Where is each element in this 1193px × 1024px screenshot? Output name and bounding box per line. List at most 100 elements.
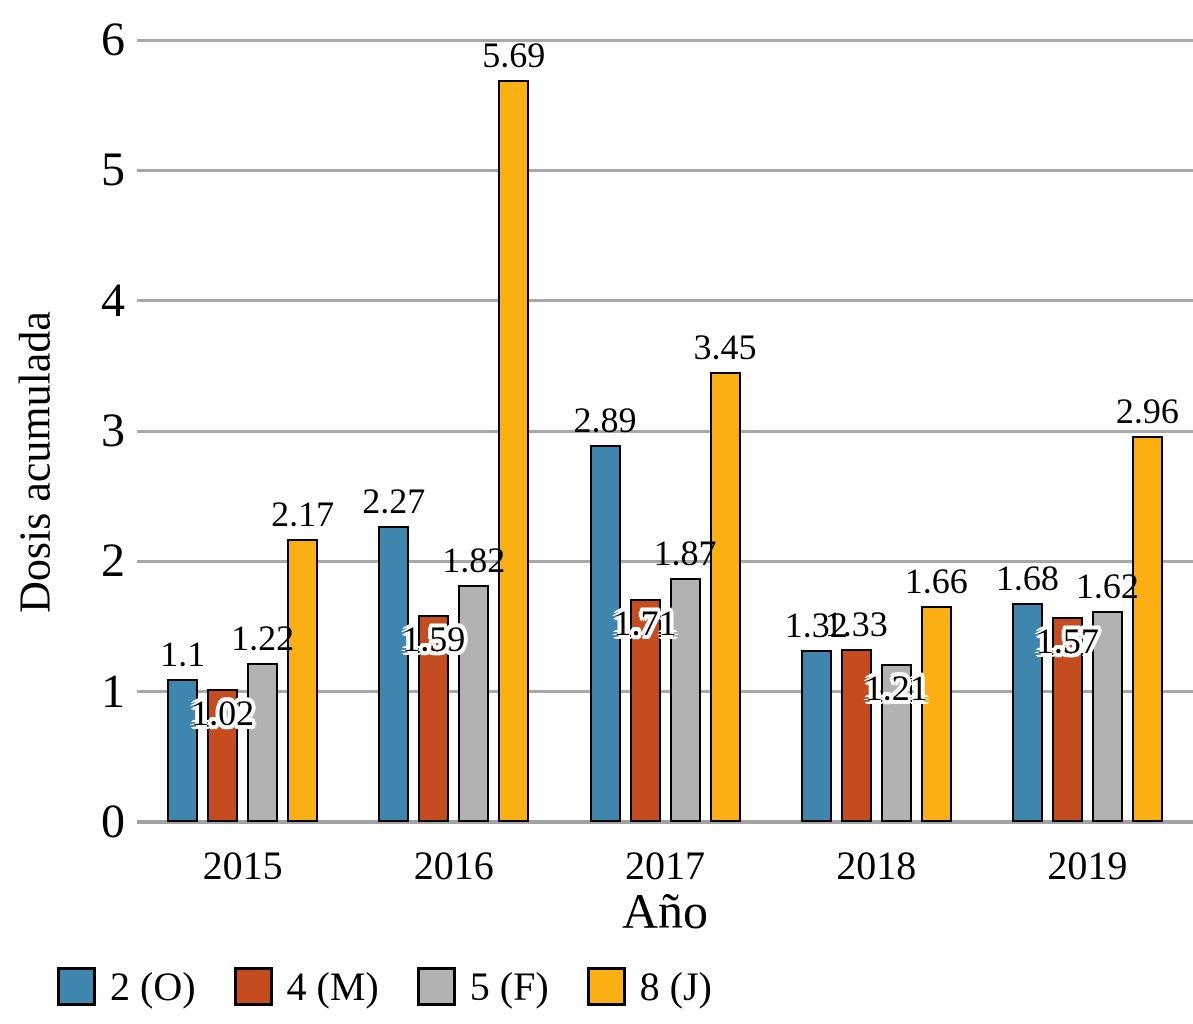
- legend-item-8J: 8 (J): [586, 963, 712, 1010]
- bar-slot-4M-2017: 1.71: [614, 40, 677, 822]
- bar-slot-8J-2017: 3.45: [694, 40, 757, 822]
- x-axis-title: Año: [621, 883, 709, 939]
- bar-8J-2016: [498, 80, 530, 822]
- bar-value-label-5F-2017: 1.87: [653, 533, 717, 574]
- bar-value-label-5F-2016: 1.82: [442, 539, 506, 580]
- bar-group-2018: 1.32 1.33 1.21 1.66 2018: [771, 40, 982, 888]
- bar-value-label-4M-2018: 1.33: [824, 603, 888, 644]
- gridline-6: [137, 38, 1193, 42]
- bar-slot-4M-2015: 1.02: [191, 40, 254, 822]
- bar-4M-2016: [418, 614, 450, 822]
- x-tick-label-2018: 2018: [836, 843, 917, 888]
- bar-2O-2016: [378, 526, 410, 822]
- y-tick-label-1: 1: [101, 664, 125, 718]
- bars-row-2017: 2.89 1.71 1.87 3.45: [559, 40, 770, 822]
- bar-value-label-8J-2019: 2.96: [1115, 391, 1179, 432]
- bar-value-label-5F-2015: 1.22: [231, 618, 295, 658]
- y-tick-label-4: 4: [101, 273, 125, 327]
- bar-value-label-4M-2016: 1.59: [402, 618, 466, 659]
- gridline-1: [137, 690, 1193, 694]
- x-tick-label-2019: 2019: [1047, 843, 1128, 888]
- gridline-3: [137, 429, 1193, 433]
- bar-2O-2015: [167, 678, 199, 822]
- bar-8J-2018: [920, 605, 952, 822]
- x-tick-label-2015: 2015: [202, 843, 283, 888]
- bar-slot-5F-2017: 1.87: [654, 40, 717, 822]
- bar-slot-4M-2016: 1.59: [402, 40, 465, 822]
- bar-slot-8J-2016: 5.69: [482, 35, 545, 822]
- bar-4M-2019: [1051, 617, 1083, 822]
- bars-row-2015: 1.1 1.02 1.22 2.17: [137, 40, 348, 822]
- bar-2O-2017: [589, 445, 621, 822]
- bars-row-2019: 1.68 1.57 1.62 2.96: [982, 40, 1193, 822]
- legend-swatch-5F: [416, 967, 456, 1006]
- x-tick-label-2017: 2017: [625, 843, 705, 888]
- bar-value-label-8J-2017: 3.45: [693, 327, 757, 368]
- bar-slot-2O-2017: 2.89: [574, 40, 637, 822]
- bar-value-label-2O-2019: 1.68: [995, 558, 1059, 599]
- gridline-4: [137, 299, 1193, 303]
- bar-5F-2017: [669, 578, 701, 822]
- legend-swatch-8J: [586, 967, 626, 1006]
- bar-value-label-4M-2015: 1.02: [191, 693, 255, 734]
- bar-groups-container: 1.1 1.02 1.22 2.17 2015 2.27 1.59 1.82 5.69 2016 2…: [137, 35, 1193, 888]
- y-tick-label-3: 3: [101, 404, 125, 457]
- legend-label-8J: 8 (J): [639, 964, 712, 1009]
- bar-slot-2O-2019: 1.68: [996, 40, 1059, 822]
- bar-value-label-2O-2018: 1.32: [784, 604, 848, 645]
- y-tick-label-6: 6: [101, 13, 125, 66]
- bar-slot-2O-2015: 1.1: [160, 40, 205, 822]
- bar-slot-4M-2018: 1.33: [825, 40, 888, 822]
- legend-label-5F: 5 (F): [469, 964, 549, 1009]
- gridline-5: [137, 168, 1193, 172]
- bar-value-label-5F-2018: 1.21: [864, 668, 928, 709]
- bar-slot-8J-2015: 2.17: [271, 40, 334, 822]
- legend-swatch-2O: [57, 967, 96, 1006]
- bars-row-2018: 1.32 1.33 1.21 1.66: [771, 40, 982, 822]
- y-tick-label-2: 2: [101, 534, 125, 588]
- bar-value-label-8J-2018: 1.66: [904, 560, 968, 601]
- bar-4M-2017: [629, 599, 661, 822]
- bar-group-2016: 2.27 1.59 1.82 5.69 2016: [348, 35, 559, 888]
- bar-value-label-8J-2016: 5.69: [482, 35, 546, 76]
- gridline-2: [137, 559, 1193, 563]
- bar-slot-2O-2016: 2.27: [362, 40, 425, 822]
- bar-8J-2015: [287, 539, 319, 822]
- bar-group-2015: 1.1 1.02 1.22 2.17 2015: [137, 40, 348, 888]
- bar-slot-4M-2019: 1.57: [1036, 40, 1099, 822]
- x-tick-label-2016: 2016: [413, 843, 494, 888]
- bar-value-label-4M-2017: 1.71: [613, 603, 677, 644]
- bar-value-label-2O-2017: 2.89: [573, 400, 637, 441]
- bar-4M-2015: [207, 689, 239, 822]
- bar-slot-8J-2018: 1.66: [905, 40, 968, 822]
- legend-swatch-4M: [233, 967, 273, 1006]
- bar-2O-2018: [800, 649, 832, 822]
- bar-8J-2017: [709, 372, 741, 822]
- bar-slot-5F-2015: 1.22: [231, 40, 294, 822]
- legend: 2 (O) 4 (M) 5 (F) 8 (J): [57, 963, 712, 1010]
- bar-5F-2018: [880, 664, 912, 822]
- legend-label-2O: 2 (O): [110, 964, 196, 1009]
- bar-slot-5F-2018: 1.21: [865, 40, 928, 822]
- legend-item-2O: 2 (O): [57, 963, 196, 1010]
- bar-8J-2019: [1131, 436, 1163, 822]
- bar-4M-2018: [840, 648, 872, 822]
- legend-item-4M: 4 (M): [233, 963, 379, 1010]
- y-axis-title: Dosis acumulada: [10, 311, 60, 613]
- bar-5F-2016: [458, 584, 490, 822]
- legend-label-4M: 4 (M): [286, 964, 379, 1009]
- bar-5F-2019: [1091, 610, 1123, 822]
- bar-2O-2019: [1011, 603, 1043, 822]
- bar-slot-2O-2018: 1.32: [785, 40, 848, 822]
- bar-group-2019: 1.68 1.57 1.62 2.96 2019: [982, 40, 1193, 888]
- plot-area: 1.1 1.02 1.22 2.17 2015 2.27 1.59 1.82 5.69 2016 2…: [101, 16, 1193, 888]
- bar-slot-8J-2019: 2.96: [1116, 40, 1179, 822]
- bar-value-label-5F-2019: 1.62: [1075, 565, 1139, 606]
- bar-value-label-2O-2016: 2.27: [362, 481, 426, 522]
- y-tick-label-0: 0: [101, 795, 125, 848]
- bar-5F-2015: [247, 663, 279, 822]
- bars-row-2016: 2.27 1.59 1.82 5.69: [348, 35, 559, 822]
- bar-group-2017: 2.89 1.71 1.87 3.45 2017: [559, 40, 770, 888]
- y-tick-label-5: 5: [101, 143, 125, 197]
